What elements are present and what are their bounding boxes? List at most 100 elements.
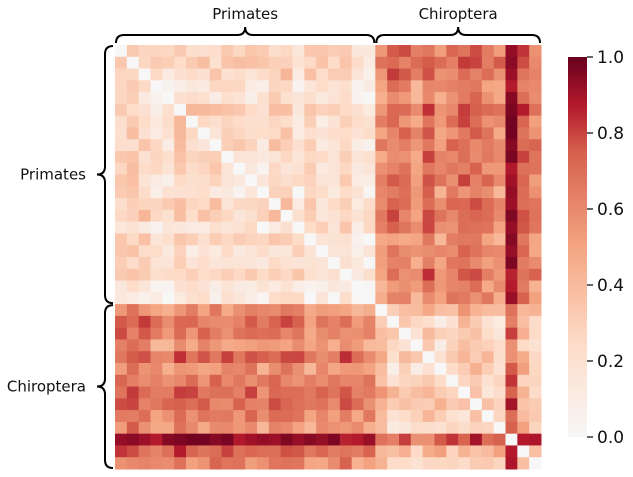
heatmap-cell (316, 457, 329, 470)
heatmap-cell (186, 174, 199, 187)
heatmap-cell (493, 245, 506, 258)
heatmap-cell (280, 92, 293, 105)
heatmap-cell (434, 433, 447, 446)
heatmap-cell (126, 268, 140, 282)
heatmap-cell (399, 174, 412, 187)
heatmap-cell (292, 315, 305, 329)
heatmap-cell (197, 292, 211, 305)
heatmap-cell (162, 151, 175, 164)
heatmap-cell (387, 45, 400, 58)
heatmap-cell (481, 398, 495, 411)
heatmap-cell (221, 280, 234, 293)
heatmap-cell (328, 174, 341, 187)
heatmap-cell (434, 339, 447, 352)
heatmap-cell (115, 233, 128, 246)
heatmap-cell (221, 162, 234, 176)
heatmap-cell (280, 174, 293, 187)
heatmap-cell (481, 339, 495, 352)
heatmap-cell (257, 162, 270, 176)
heatmap-cell (186, 363, 199, 376)
heatmap-cell (304, 327, 317, 340)
heatmap-cell (245, 139, 258, 152)
heatmap-cell (493, 445, 506, 458)
heatmap-cell (245, 433, 258, 446)
heatmap-cell (399, 268, 412, 282)
heatmap-cell (150, 151, 163, 164)
heatmap-cell (363, 268, 376, 282)
heatmap-cell (529, 398, 542, 411)
heatmap-cell (470, 292, 483, 305)
heatmap-cell (434, 80, 447, 93)
heatmap-cell (505, 268, 518, 282)
heatmap-cell (481, 315, 495, 329)
heatmap-cell (150, 80, 163, 93)
heatmap-cell (493, 186, 506, 199)
heatmap-cell (351, 103, 364, 117)
heatmap-cell (197, 56, 211, 70)
heatmap-cell (233, 327, 246, 340)
heatmap-cell (446, 139, 459, 152)
heatmap-cell (150, 351, 163, 364)
heatmap-cell (126, 233, 140, 246)
heatmap-cell (481, 433, 495, 446)
heatmap-cell (162, 92, 175, 105)
heatmap-cell (517, 45, 530, 58)
heatmap-cell (174, 433, 187, 446)
heatmap-cell (399, 115, 412, 128)
heatmap-cell (304, 80, 317, 93)
heatmap-cell (529, 280, 542, 293)
heatmap-cell (339, 339, 353, 352)
heatmap-cell (422, 174, 435, 187)
heatmap-cell (138, 68, 151, 81)
heatmap-cell (292, 339, 305, 352)
heatmap-cell (351, 245, 364, 258)
heatmap-cell (387, 233, 400, 246)
heatmap-cell (410, 127, 424, 140)
heatmap-cell (328, 433, 341, 446)
heatmap-cell (280, 398, 293, 411)
heatmap-cell (174, 139, 187, 152)
heatmap-cell (375, 327, 388, 340)
heatmap-cell (292, 445, 305, 458)
heatmap-cell (328, 410, 341, 423)
heatmap-cell (126, 327, 140, 340)
heatmap-cell (245, 162, 258, 176)
heatmap-cell (387, 209, 400, 223)
heatmap-cell (162, 374, 175, 388)
heatmap-cell (162, 292, 175, 305)
heatmap-cell (316, 292, 329, 305)
heatmap-cell (174, 127, 187, 140)
heatmap-cell (363, 257, 376, 270)
heatmap-cell (292, 421, 305, 435)
heatmap-cell (470, 386, 483, 399)
heatmap-cell (422, 339, 435, 352)
heatmap-cell (458, 363, 471, 376)
heatmap-cell (174, 80, 187, 93)
heatmap-cell (221, 374, 234, 388)
heatmap-cell (162, 45, 175, 58)
heatmap-cell (245, 80, 258, 93)
heatmap-cell (268, 174, 282, 187)
heatmap-cell (268, 410, 282, 423)
heatmap-cell (517, 139, 530, 152)
heatmap-cell (470, 233, 483, 246)
heatmap-cell (280, 103, 293, 117)
heatmap-cell (529, 68, 542, 81)
heatmap-cell (268, 92, 282, 105)
heatmap-cell (375, 386, 388, 399)
heatmap-cell (150, 45, 163, 58)
heatmap-cell (268, 280, 282, 293)
heatmap-cell (209, 198, 222, 211)
heatmap-cell (493, 410, 506, 423)
heatmap-cell (268, 45, 282, 58)
heatmap-cell (422, 398, 435, 411)
heatmap-cell (257, 56, 270, 70)
heatmap-cell (493, 127, 506, 140)
heatmap-cell (257, 92, 270, 105)
heatmap-cell (233, 92, 246, 105)
heatmap-cell (115, 245, 128, 258)
heatmap-cell (505, 304, 518, 317)
heatmap-cell (138, 268, 151, 282)
heatmap-cell (434, 410, 447, 423)
heatmap-cell (292, 209, 305, 223)
